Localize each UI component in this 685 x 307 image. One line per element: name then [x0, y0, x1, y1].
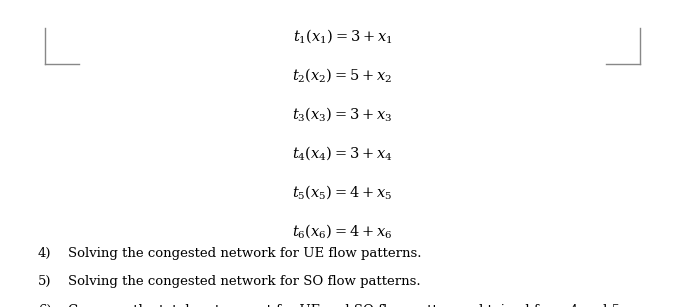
- Text: 5): 5): [38, 275, 51, 288]
- Text: Solving the congested network for SO flow patterns.: Solving the congested network for SO flo…: [68, 275, 421, 288]
- Text: $t_1(x_1) = 3 + x_1$: $t_1(x_1) = 3 + x_1$: [292, 28, 393, 45]
- Text: Compare the total system cost for UE and SO flow patterns obtained from 4 and 5.: Compare the total system cost for UE and…: [68, 304, 625, 307]
- Text: $t_2(x_2) = 5 + x_2$: $t_2(x_2) = 5 + x_2$: [292, 67, 393, 84]
- Text: $t_6(x_6) = 4 + x_6$: $t_6(x_6) = 4 + x_6$: [292, 223, 393, 240]
- Text: 4): 4): [38, 247, 51, 260]
- Text: 6): 6): [38, 304, 51, 307]
- Text: Solving the congested network for UE flow patterns.: Solving the congested network for UE flo…: [68, 247, 422, 260]
- Text: $t_4(x_4) = 3 + x_4$: $t_4(x_4) = 3 + x_4$: [292, 145, 393, 162]
- Text: $t_3(x_3) = 3 + x_3$: $t_3(x_3) = 3 + x_3$: [292, 106, 393, 123]
- Text: $t_5(x_5) = 4 + x_5$: $t_5(x_5) = 4 + x_5$: [292, 184, 393, 201]
